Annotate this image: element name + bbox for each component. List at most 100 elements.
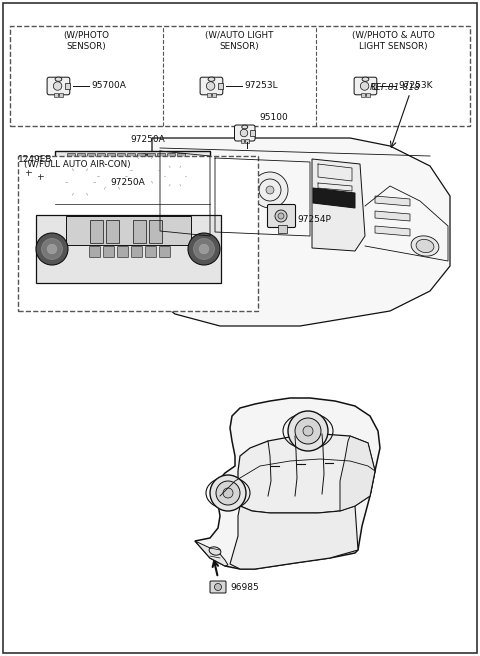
FancyBboxPatch shape [77,154,85,161]
Polygon shape [152,138,450,326]
FancyBboxPatch shape [66,216,191,245]
FancyBboxPatch shape [106,220,119,243]
Text: 95100: 95100 [259,112,288,121]
Text: (W/PHOTO
SENSOR): (W/PHOTO SENSOR) [63,31,109,51]
FancyBboxPatch shape [36,171,45,180]
FancyBboxPatch shape [47,77,70,95]
Circle shape [69,171,91,193]
FancyBboxPatch shape [132,247,143,258]
FancyBboxPatch shape [97,154,106,161]
Circle shape [36,233,68,265]
FancyBboxPatch shape [118,247,129,258]
FancyBboxPatch shape [132,220,145,243]
Polygon shape [238,434,375,513]
FancyBboxPatch shape [218,83,223,89]
Text: 96985: 96985 [230,583,259,592]
FancyBboxPatch shape [68,154,75,161]
Text: 97254P: 97254P [297,216,331,224]
Circle shape [42,239,62,259]
Polygon shape [55,151,210,216]
Polygon shape [375,226,410,236]
Polygon shape [195,398,380,569]
Ellipse shape [55,77,62,81]
Circle shape [163,164,187,188]
Circle shape [188,233,220,265]
FancyBboxPatch shape [241,139,244,143]
Circle shape [134,159,156,181]
Circle shape [193,239,215,259]
FancyBboxPatch shape [108,154,116,161]
Text: 97250A: 97250A [110,178,145,187]
Circle shape [240,129,248,136]
Text: 95700A: 95700A [91,81,126,91]
FancyBboxPatch shape [361,92,365,97]
FancyBboxPatch shape [54,92,58,97]
Circle shape [107,171,118,182]
Circle shape [275,210,287,222]
Circle shape [303,426,313,436]
FancyBboxPatch shape [251,131,255,136]
Circle shape [47,244,57,254]
FancyBboxPatch shape [366,92,370,97]
Text: 97253K: 97253K [398,81,432,91]
Polygon shape [195,162,255,201]
Polygon shape [375,211,410,221]
FancyBboxPatch shape [354,77,377,95]
Circle shape [101,165,123,187]
FancyBboxPatch shape [104,247,115,258]
Circle shape [53,82,62,91]
Ellipse shape [362,77,369,81]
Circle shape [215,583,221,590]
Circle shape [64,166,96,198]
FancyBboxPatch shape [267,205,296,228]
FancyBboxPatch shape [157,154,166,161]
Polygon shape [375,196,410,206]
FancyBboxPatch shape [10,26,470,126]
FancyBboxPatch shape [89,247,100,258]
Ellipse shape [416,239,434,253]
Circle shape [171,172,179,180]
Circle shape [217,179,239,201]
FancyBboxPatch shape [59,92,63,97]
Circle shape [96,160,128,192]
Circle shape [129,154,161,186]
FancyBboxPatch shape [118,154,125,161]
FancyBboxPatch shape [128,154,135,161]
Polygon shape [230,506,358,569]
FancyBboxPatch shape [137,154,145,161]
Polygon shape [312,159,365,251]
Ellipse shape [208,77,215,81]
FancyBboxPatch shape [148,220,161,243]
Circle shape [288,411,328,451]
FancyBboxPatch shape [36,215,221,283]
Circle shape [295,418,321,444]
Circle shape [224,186,232,194]
Text: (W/FULL AUTO AIR-CON): (W/FULL AUTO AIR-CON) [24,160,131,169]
Ellipse shape [209,547,221,555]
FancyBboxPatch shape [245,139,249,143]
Circle shape [210,172,246,208]
FancyBboxPatch shape [24,167,33,176]
Polygon shape [313,188,355,208]
Circle shape [360,82,369,91]
FancyBboxPatch shape [147,154,156,161]
FancyBboxPatch shape [277,224,287,232]
Ellipse shape [242,125,248,129]
Ellipse shape [411,236,439,256]
Circle shape [223,488,233,498]
Text: (W/PHOTO & AUTO
LIGHT SENSOR): (W/PHOTO & AUTO LIGHT SENSOR) [351,31,434,51]
Circle shape [199,244,209,254]
Circle shape [216,481,240,505]
Text: 97253L: 97253L [244,81,277,91]
FancyBboxPatch shape [159,247,170,258]
FancyBboxPatch shape [168,154,176,161]
Circle shape [210,475,246,511]
Text: 1249EB: 1249EB [18,155,52,163]
FancyBboxPatch shape [89,220,103,243]
FancyBboxPatch shape [207,92,211,97]
FancyBboxPatch shape [200,77,223,95]
FancyBboxPatch shape [18,156,258,311]
FancyBboxPatch shape [235,125,255,141]
Polygon shape [340,436,375,511]
Circle shape [278,213,284,219]
